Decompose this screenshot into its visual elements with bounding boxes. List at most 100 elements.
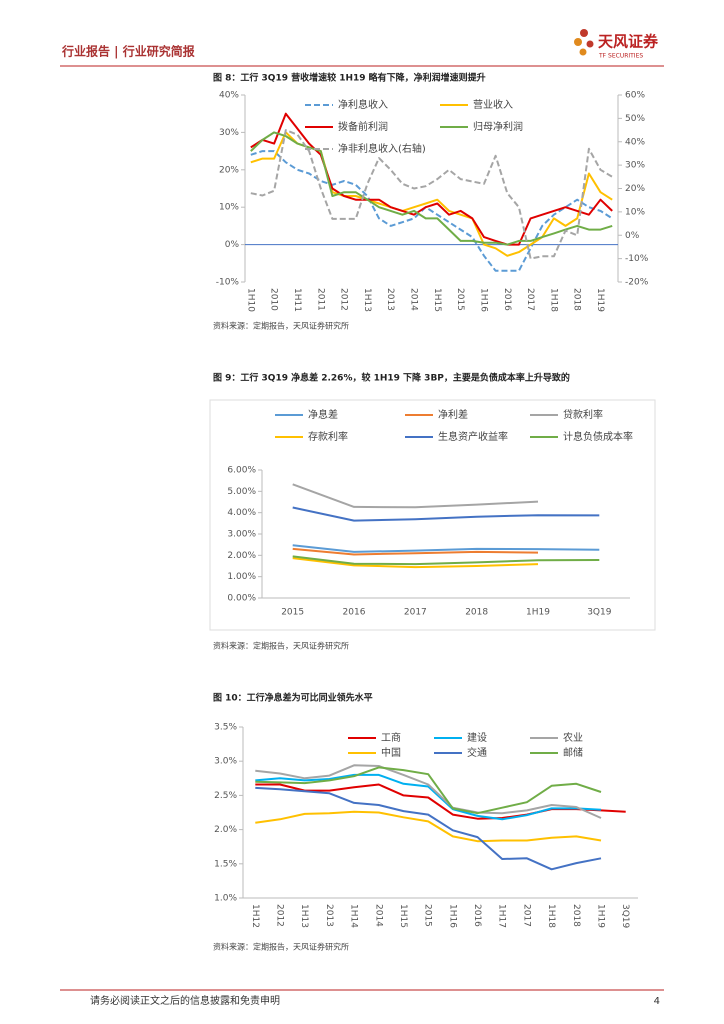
series-line (255, 764, 602, 819)
y-tick-label: 3.00% (227, 530, 256, 540)
y-tick-label: 10% (219, 203, 239, 213)
x-tick-label: 2015 (423, 904, 433, 927)
logo-subtext: TF SECURITIES (598, 53, 643, 60)
x-tick-label: 2011 (315, 288, 325, 311)
y2-tick-label: 60% (625, 91, 645, 101)
y-tick-label: 1.0% (214, 894, 237, 904)
y-tick-label: 1.00% (227, 572, 256, 582)
x-tick-label: 2014 (409, 288, 419, 311)
x-tick-label: 1H13 (299, 904, 309, 928)
x-tick-label: 1H10 (245, 288, 255, 312)
header-title: 行业报告 | 行业研究简报 (61, 44, 195, 59)
y2-tick-label: 0% (625, 231, 640, 241)
legend-label: 生息资产收益率 (438, 430, 508, 443)
series-line (250, 131, 613, 246)
x-tick-label: 1H16 (447, 904, 457, 928)
y2-tick-label: 50% (625, 114, 645, 124)
series-line (292, 544, 600, 553)
x-tick-label: 2016 (472, 904, 482, 927)
legend-label: 存款利率 (308, 430, 348, 443)
x-tick-label: 2017 (521, 904, 531, 927)
series-line (250, 150, 613, 272)
y-tick-label: 3.5% (214, 723, 237, 733)
x-tick-label: 2018 (571, 904, 581, 927)
legend-label: 计息负债成本率 (563, 430, 633, 443)
y-tick-label: 20% (219, 165, 239, 175)
y2-tick-label: -20% (625, 278, 649, 288)
x-tick-label: 1H14 (349, 904, 359, 928)
x-tick-label: 2010 (269, 288, 279, 311)
x-tick-label: 1H18 (548, 288, 558, 312)
source-note: 资料来源：定期报告，天风证券研究所 (213, 942, 349, 952)
x-tick-label: 2015 (281, 608, 304, 618)
x-tick-label: 1H19 (526, 608, 550, 618)
x-tick-label: 1H15 (432, 288, 442, 312)
y-tick-label: 40% (219, 91, 239, 101)
legend-label: 净息差 (308, 408, 338, 421)
x-tick-label: 1H18 (546, 904, 556, 928)
series-line (292, 547, 539, 556)
y-tick-label: 5.00% (227, 487, 256, 497)
legend-label: 拨备前利润 (338, 120, 388, 133)
legend-label: 农业 (563, 731, 583, 744)
x-tick-label: 1H19 (595, 288, 605, 312)
series-line (255, 810, 602, 843)
chart-title: 图 9：工行 3Q19 净息差 2.26%，较 1H19 下降 3BP，主要是负… (213, 372, 570, 384)
y-tick-label: 2.5% (214, 791, 237, 801)
legend-label: 净利差 (438, 408, 468, 421)
y2-tick-label: 30% (625, 161, 645, 171)
x-tick-label: 2017 (525, 288, 535, 311)
legend-label: 中国 (381, 746, 401, 759)
series-line (292, 557, 539, 569)
y-tick-label: 1.5% (214, 859, 237, 869)
y-tick-label: 4.00% (227, 508, 256, 518)
y-tick-label: 2.0% (214, 825, 237, 835)
series-line (292, 555, 600, 566)
x-tick-label: 2015 (455, 288, 465, 311)
y-tick-label: 3.0% (214, 757, 237, 767)
x-tick-label: 2016 (502, 288, 512, 311)
chart-frame (209, 399, 656, 631)
x-tick-label: 1H12 (250, 904, 260, 928)
y2-tick-label: -10% (625, 254, 649, 264)
logo-icon (574, 29, 594, 56)
series-line (292, 483, 539, 509)
legend-label: 交通 (467, 746, 487, 759)
legend-label: 建设 (467, 731, 487, 744)
y-tick-label: 30% (219, 128, 239, 138)
x-tick-label: 1H15 (398, 904, 408, 928)
y-tick-label: 0% (225, 240, 240, 250)
y-tick-label: -10% (216, 278, 240, 288)
series-line (255, 766, 602, 815)
x-tick-label: 2018 (572, 288, 582, 311)
legend-label: 净非利息收入(右轴) (338, 142, 426, 155)
x-tick-label: 2016 (343, 608, 366, 618)
legend-label: 邮储 (563, 746, 583, 759)
x-tick-label: 3Q19 (620, 904, 630, 929)
legend-label: 贷款利率 (563, 408, 603, 421)
series-line (250, 129, 613, 260)
x-tick-label: 2018 (465, 608, 488, 618)
legend-label: 营业收入 (473, 98, 513, 111)
series-line (250, 131, 613, 257)
y2-tick-label: 20% (625, 184, 645, 194)
x-tick-label: 1H13 (362, 288, 372, 312)
series-line (250, 112, 613, 246)
page-number: 4 (654, 996, 660, 1007)
series-line (255, 773, 602, 821)
x-tick-label: 3Q19 (587, 608, 612, 618)
series-line (255, 786, 602, 871)
source-note: 资料来源：定期报告，天风证券研究所 (213, 321, 349, 331)
y2-tick-label: 10% (625, 207, 645, 217)
source-note: 资料来源：定期报告，天风证券研究所 (213, 641, 349, 651)
x-tick-label: 2013 (324, 904, 334, 927)
legend-label: 净利息收入 (338, 98, 388, 111)
chart-title: 图 10：工行净息差为可比同业领先水平 (213, 692, 373, 704)
x-tick-label: 1H19 (595, 904, 605, 928)
logo-text: 天风证券 (598, 33, 659, 51)
x-tick-label: 1H11 (292, 288, 302, 312)
x-tick-label: 1H17 (497, 904, 507, 928)
x-tick-label: 2013 (385, 288, 395, 311)
x-tick-label: 2012 (339, 288, 349, 311)
y-tick-label: 0.00% (227, 594, 256, 604)
